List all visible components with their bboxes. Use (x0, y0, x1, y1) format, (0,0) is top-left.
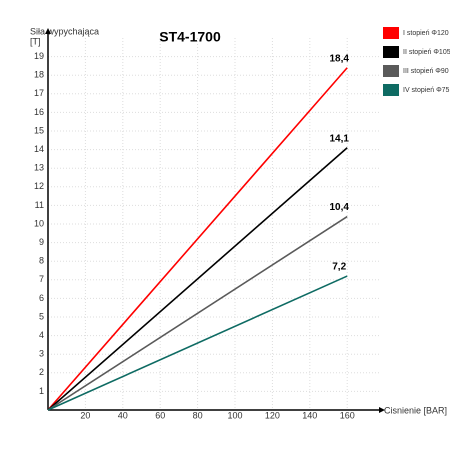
y-tick-label: 2 (39, 367, 44, 377)
chart-title: ST4-1700 (159, 29, 221, 45)
y-axis-label: Siła wypychająca (30, 26, 99, 36)
legend-swatch (383, 46, 399, 58)
line (47, 215, 348, 411)
legend-label: IV stopień Φ75 (403, 87, 450, 94)
x-axis-arrow (379, 407, 385, 413)
y-tick-label: 1 (39, 386, 44, 396)
y-tick-label: 12 (34, 181, 44, 191)
x-axis-label: Cisnienie [BAR] (384, 405, 447, 415)
y-tick-label: 7 (39, 274, 44, 284)
data-label: 10,4 (329, 202, 349, 213)
data-label: 7,2 (332, 262, 346, 273)
x-tick-label: 80 (193, 410, 203, 420)
x-tick-label: 20 (80, 410, 90, 420)
data-label: 18,4 (329, 53, 349, 64)
data-label: 14,1 (329, 133, 349, 144)
legend-swatch (383, 65, 399, 77)
y-tick-label: 5 (39, 311, 44, 321)
y-tick-label: 8 (39, 256, 44, 266)
legend-label: I stopień Φ120 (403, 30, 449, 37)
y-tick-label: 4 (39, 330, 44, 340)
y-tick-label: 6 (39, 293, 44, 303)
x-tick-label: 140 (302, 410, 317, 420)
y-tick-label: 10 (34, 218, 44, 228)
line (47, 147, 348, 411)
legend-swatch (383, 27, 399, 39)
x-tick-label: 120 (265, 410, 280, 420)
x-tick-label: 60 (155, 410, 165, 420)
y-tick-label: 18 (34, 70, 44, 80)
y-tick-label: 14 (34, 144, 44, 154)
legend-label: III stopień Φ90 (403, 68, 449, 75)
y-tick-label: 16 (34, 107, 44, 117)
y-axis-label: [T] (30, 36, 41, 46)
x-tick-label: 100 (227, 410, 242, 420)
y-tick-label: 17 (34, 88, 44, 98)
y-tick-label: 13 (34, 163, 44, 173)
x-tick-label: 40 (118, 410, 128, 420)
y-axis-arrow (45, 28, 51, 34)
y-tick-label: 3 (39, 349, 44, 359)
y-tick-label: 15 (34, 125, 44, 135)
legend-swatch (383, 84, 399, 96)
legend-label: II stopień Φ105 (403, 49, 450, 56)
y-tick-label: 9 (39, 237, 44, 247)
y-tick-label: 19 (34, 51, 44, 61)
x-tick-label: 160 (340, 410, 355, 420)
line (47, 275, 348, 411)
y-tick-label: 11 (35, 200, 44, 210)
line (47, 67, 348, 411)
